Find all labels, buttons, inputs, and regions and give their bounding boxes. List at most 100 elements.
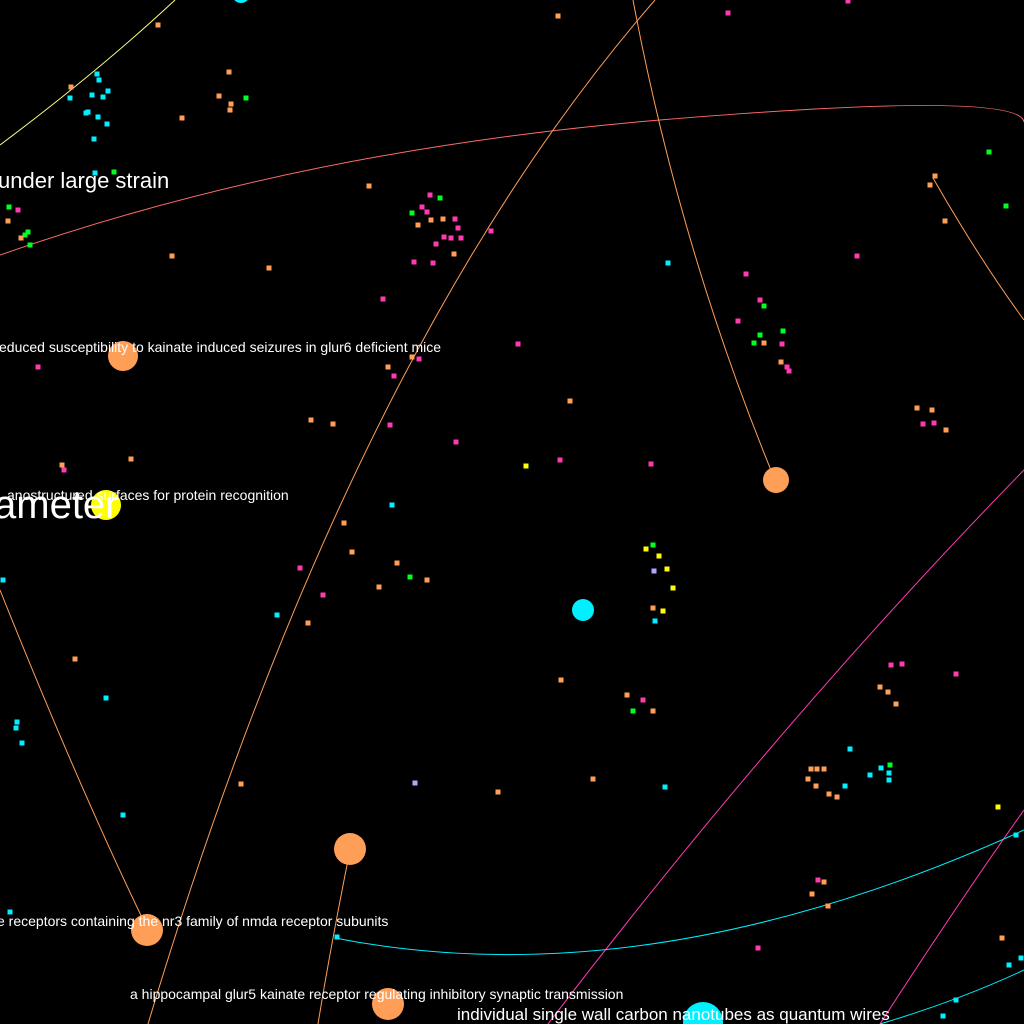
graph-node[interactable] [91,136,97,142]
graph-node[interactable] [415,222,421,228]
graph-node[interactable] [643,546,649,552]
graph-node[interactable] [5,218,11,224]
graph-node[interactable] [105,88,111,94]
graph-node[interactable] [385,364,391,370]
graph-node[interactable] [664,566,670,572]
label-strain[interactable]: under large strain [0,168,169,193]
graph-node[interactable] [743,271,749,277]
graph-node[interactable] [387,422,393,428]
graph-node[interactable] [430,260,436,266]
graph-node[interactable] [943,427,949,433]
hub-node-orange[interactable] [334,833,366,865]
graph-node[interactable] [433,241,439,247]
graph-node[interactable] [22,232,28,238]
graph-node[interactable] [394,560,400,566]
graph-node[interactable] [805,776,811,782]
graph-node[interactable] [452,216,458,222]
graph-node[interactable] [515,341,521,347]
hub-node-cyan[interactable] [232,0,250,3]
hub-node-cyan[interactable] [572,599,594,621]
graph-node[interactable] [409,210,415,216]
hub-node-orange[interactable] [763,467,789,493]
graph-node[interactable] [735,318,741,324]
graph-node[interactable] [640,697,646,703]
graph-node[interactable] [25,229,31,235]
graph-node[interactable] [887,762,893,768]
graph-node[interactable] [111,169,117,175]
label-diameter[interactable]: ameter [0,483,119,527]
graph-node[interactable] [821,879,827,885]
graph-node[interactable] [441,234,447,240]
graph-node[interactable] [927,182,933,188]
graph-node[interactable] [35,364,41,370]
graph-node[interactable] [986,149,992,155]
graph-node[interactable] [953,997,959,1003]
graph-node[interactable] [85,109,91,115]
graph-node[interactable] [391,373,397,379]
graph-node[interactable] [757,297,763,303]
graph-node[interactable] [67,95,73,101]
graph-node[interactable] [458,235,464,241]
graph-node[interactable] [488,228,494,234]
graph-node[interactable] [761,303,767,309]
graph-node[interactable] [13,725,19,731]
graph-node[interactable] [451,251,457,257]
graph-node[interactable] [854,253,860,259]
graph-node[interactable] [780,328,786,334]
graph-node[interactable] [330,421,336,427]
graph-node[interactable] [15,207,21,213]
graph-node[interactable] [169,253,175,259]
graph-node[interactable] [104,121,110,127]
graph-node[interactable] [886,770,892,776]
graph-node[interactable] [662,784,668,790]
graph-node[interactable] [834,794,840,800]
graph-node[interactable] [558,677,564,683]
graph-node[interactable] [68,84,74,90]
graph-node[interactable] [786,368,792,374]
graph-node[interactable] [650,542,656,548]
graph-node[interactable] [590,776,596,782]
graph-node[interactable] [419,204,425,210]
graph-node[interactable] [155,22,161,28]
graph-node[interactable] [877,684,883,690]
graph-node[interactable] [61,467,67,473]
graph-node[interactable] [878,765,884,771]
graph-node[interactable] [751,340,757,346]
graph-node[interactable] [660,608,666,614]
graph-node[interactable] [809,891,815,897]
graph-node[interactable] [320,592,326,598]
graph-node[interactable] [179,115,185,121]
graph-node[interactable] [103,695,109,701]
graph-node[interactable] [238,781,244,787]
graph-node[interactable] [888,662,894,668]
graph-node[interactable] [652,618,658,624]
graph-node[interactable] [453,439,459,445]
graph-node[interactable] [899,661,905,667]
graph-node[interactable] [428,217,434,223]
label-kainate-seizures[interactable]: educed susceptibility to kainate induced… [0,339,441,355]
graph-node[interactable] [366,183,372,189]
graph-node[interactable] [815,877,821,883]
label-nmda[interactable]: e receptors containing the nr3 family of… [0,913,388,929]
graph-node[interactable] [89,92,95,98]
graph-node[interactable] [650,605,656,611]
graph-node[interactable] [821,766,827,772]
graph-node[interactable] [128,456,134,462]
graph-node[interactable] [784,364,790,370]
graph-node[interactable] [19,740,25,746]
graph-node[interactable] [886,777,892,783]
graph-node[interactable] [6,204,12,210]
graph-node[interactable] [416,356,422,362]
graph-node[interactable] [308,417,314,423]
graph-node[interactable] [305,620,311,626]
graph-node[interactable] [266,265,272,271]
label-protein-recognition[interactable]: anostructured surfaces for protein recog… [7,487,289,503]
graph-node[interactable] [842,783,848,789]
label-glur5[interactable]: a hippocampal glur5 kainate receptor reg… [130,986,623,1002]
graph-node[interactable] [334,934,340,940]
graph-node[interactable] [94,71,100,77]
graph-node[interactable] [920,421,926,427]
graph-node[interactable] [813,783,819,789]
graph-node[interactable] [995,804,1001,810]
